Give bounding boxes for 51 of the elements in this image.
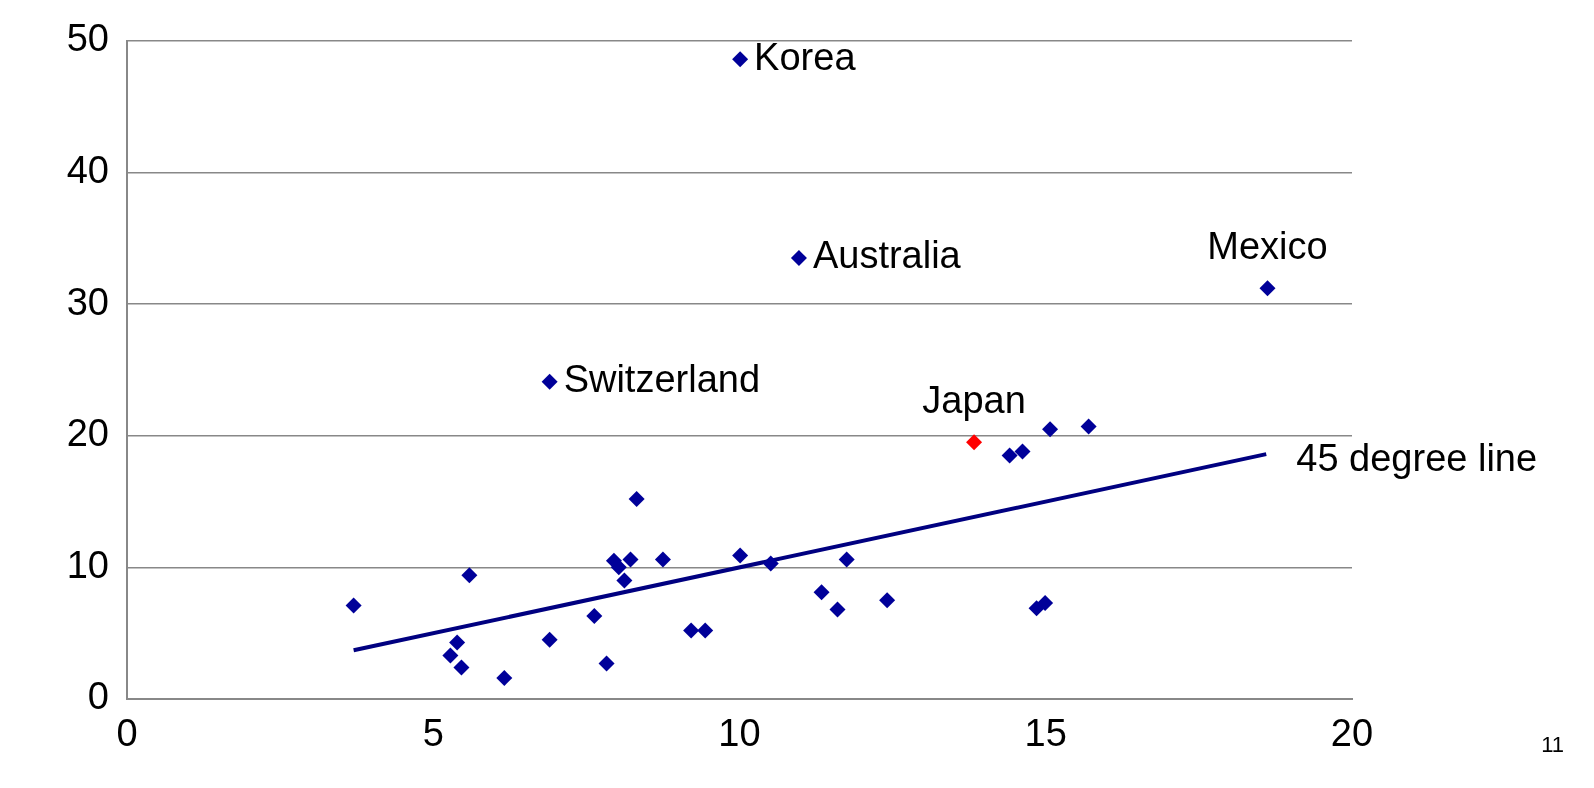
point <box>622 551 639 568</box>
point <box>1080 418 1097 435</box>
y-tick-label: 30 <box>66 280 109 323</box>
point <box>838 551 855 568</box>
point <box>541 631 558 648</box>
annotation: Japan <box>922 378 1026 421</box>
point <box>610 559 627 576</box>
annotation: Mexico <box>1207 224 1328 267</box>
point <box>1028 600 1045 617</box>
annotation: Korea <box>754 35 857 78</box>
point <box>616 572 633 589</box>
point <box>442 647 459 664</box>
point <box>790 250 807 267</box>
point <box>1037 594 1054 611</box>
point <box>1001 447 1018 464</box>
point <box>453 659 470 676</box>
x-tick-label: 20 <box>1330 712 1374 755</box>
point <box>654 551 671 568</box>
point <box>732 51 749 68</box>
y-tick-label: 10 <box>66 543 109 586</box>
point <box>541 373 558 390</box>
series-label: 45 degree line <box>1296 436 1538 479</box>
point <box>732 547 749 564</box>
point <box>1014 443 1031 460</box>
text: 11 <box>1541 732 1564 758</box>
x-tick-label: 10 <box>718 712 761 755</box>
point <box>829 601 846 618</box>
point <box>697 622 714 639</box>
point <box>966 434 983 451</box>
point <box>496 669 513 686</box>
x-tick-label: 5 <box>422 712 444 755</box>
point <box>628 490 645 507</box>
point <box>461 567 478 584</box>
x-tick-label: 15 <box>1024 712 1067 755</box>
point <box>879 592 896 609</box>
y-tick-label: 20 <box>66 412 109 455</box>
point <box>345 597 362 614</box>
point <box>449 634 466 651</box>
point <box>683 622 700 639</box>
point <box>598 655 615 672</box>
point <box>762 555 779 572</box>
point <box>813 584 830 601</box>
point <box>1259 280 1276 297</box>
point <box>1042 421 1059 438</box>
y-tick-label: 50 <box>66 17 109 60</box>
annotation: Australia <box>812 234 962 277</box>
x-tick-label: 0 <box>116 712 138 755</box>
point <box>586 608 603 625</box>
y-tick-label: 40 <box>66 148 109 191</box>
annotation: Switzerland <box>563 358 761 401</box>
y-tick-label: 0 <box>87 675 109 718</box>
